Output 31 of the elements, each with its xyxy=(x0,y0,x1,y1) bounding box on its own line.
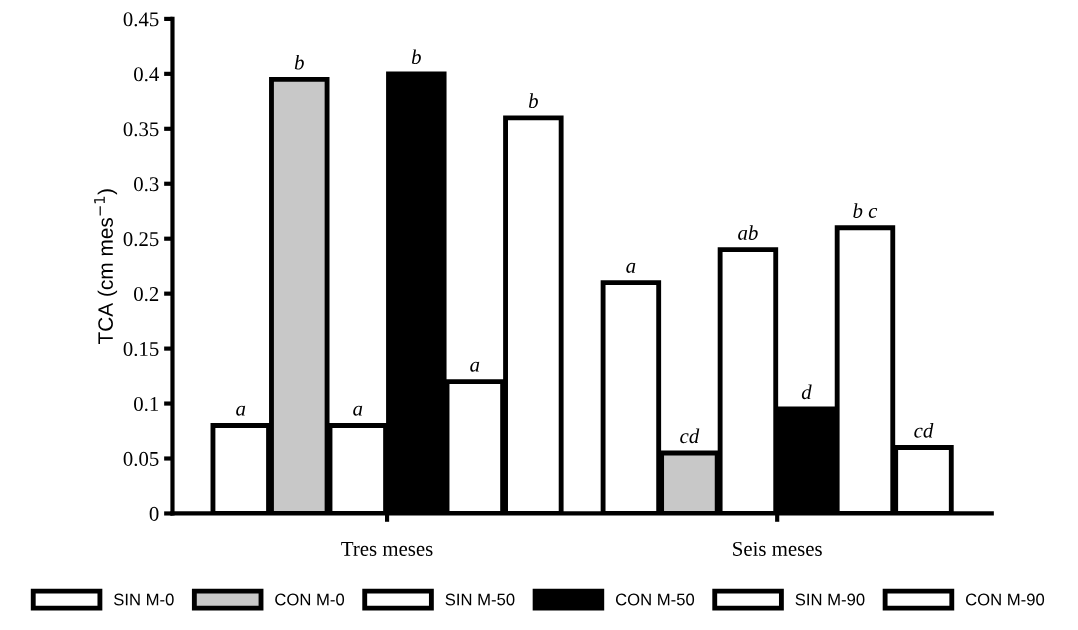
legend-label: CON M-50 xyxy=(615,593,695,606)
legend-label: SIN M-0 xyxy=(114,593,174,606)
data-label: b xyxy=(411,49,421,65)
y-tick-label: 0.15 xyxy=(123,341,159,357)
legend-label: SIN M-90 xyxy=(795,593,865,606)
y-tick-label: 0.25 xyxy=(123,232,159,247)
y-tick-label: 0.1 xyxy=(134,396,159,412)
data-label: cd xyxy=(680,428,700,444)
y-tick-label: 0.05 xyxy=(123,451,159,467)
data-label: ab xyxy=(738,225,758,240)
y-tick-label: 0.4 xyxy=(134,67,159,82)
y-tick-label: 0.3 xyxy=(134,177,159,192)
data-label: b c xyxy=(853,203,878,218)
data-label: a xyxy=(626,262,636,273)
data-label: a xyxy=(470,361,480,372)
data-label: a xyxy=(353,405,363,416)
legend-label: SIN M-50 xyxy=(445,593,515,606)
y-tick-label: 0.35 xyxy=(123,122,159,137)
legend-label: CON M-0 xyxy=(275,593,345,606)
data-label: b xyxy=(294,54,304,70)
y-tick-label: 0 xyxy=(149,506,159,521)
data-label: d xyxy=(801,384,812,400)
x-tick-label: Tres meses xyxy=(341,542,433,556)
data-label: cd xyxy=(914,423,934,438)
data-label: a xyxy=(236,405,246,416)
legend-label: CON M-90 xyxy=(965,593,1045,606)
y-axis-title: TCA (cm mes$^{−1}$) xyxy=(94,189,118,345)
y-tick-label: 0.45 xyxy=(123,12,159,27)
y-tick-label: 0.2 xyxy=(134,287,159,302)
data-label: b xyxy=(528,93,538,109)
x-tick-label: Seis meses xyxy=(733,541,822,556)
